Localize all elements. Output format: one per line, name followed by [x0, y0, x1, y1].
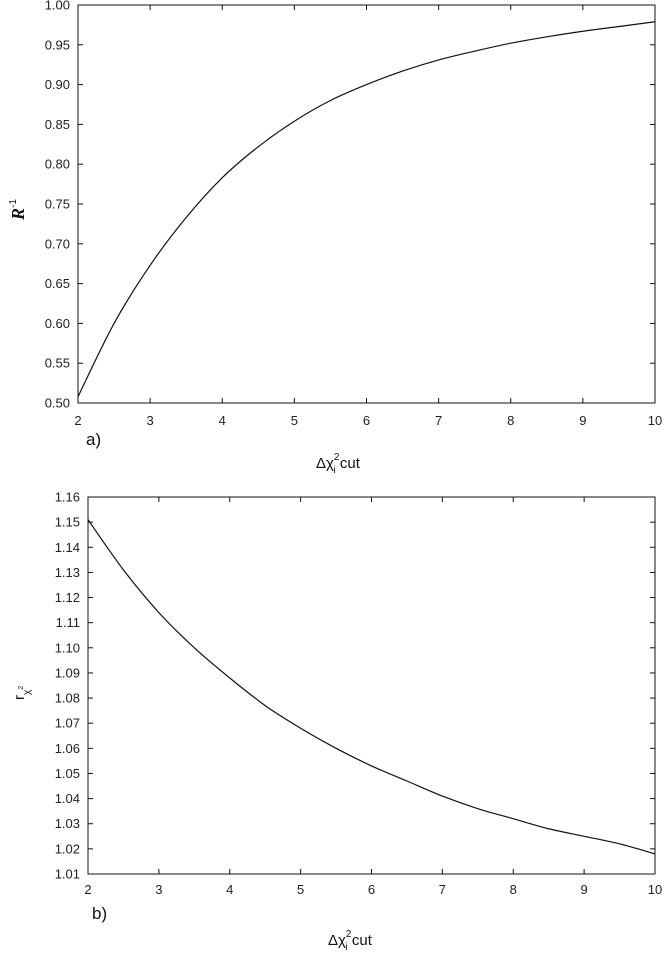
x-tick-label: 5 — [297, 882, 304, 897]
y-axis-label-a: R-1 — [8, 199, 28, 221]
x-tick-label: 2 — [74, 413, 81, 428]
x-tick-label: 5 — [291, 413, 298, 428]
y-tick-label: 0.50 — [45, 396, 70, 411]
y-tick-label: 0.55 — [45, 356, 70, 371]
x-tick-label: 8 — [510, 882, 517, 897]
y-tick-label: 0.70 — [45, 236, 70, 251]
x-axis-label-a: Δχ2 i cut — [316, 452, 361, 476]
panel-b: 1.01 1.02 1.03 1.04 1.05 1.06 1.07 1.08 1.09 1.10… — [11, 490, 662, 954]
y-tick-label: 1.07 — [55, 716, 80, 731]
x-tick-label: 9 — [579, 413, 586, 428]
x-ticks-a: 2 3 4 5 6 7 8 9 10 — [74, 5, 662, 428]
x-tick-label: 3 — [147, 413, 154, 428]
y-tick-label: 1.09 — [55, 665, 80, 680]
panel-label-b: b) — [92, 904, 107, 923]
y-tick-label: 1.04 — [55, 791, 80, 806]
y-tick-label: 1.12 — [55, 590, 80, 605]
y-tick-label: 0.80 — [45, 157, 70, 172]
y-tick-label: 0.85 — [45, 117, 70, 132]
y-tick-label: 1.03 — [55, 816, 80, 831]
x-tick-label: 6 — [368, 882, 375, 897]
y-axis-label-b: rχ2 — [11, 686, 33, 700]
x-axis-label-b: Δχ2 i cut — [328, 929, 373, 953]
y-tick-label: 0.65 — [45, 276, 70, 291]
x-ticks-b: 2 3 4 5 6 7 8 9 10 — [84, 497, 662, 897]
x-tick-label: 7 — [435, 413, 442, 428]
y-tick-label: 1.11 — [56, 615, 80, 630]
x-tick-label: 7 — [439, 882, 446, 897]
y-ticks-b: 1.01 1.02 1.03 1.04 1.05 1.06 1.07 1.08 1.09 1.10… — [55, 490, 655, 882]
y-tick-label: 1.15 — [55, 515, 80, 530]
x-tick-label: 2 — [84, 882, 91, 897]
y-tick-label: 0.75 — [45, 197, 70, 212]
series-line-b — [87, 519, 656, 855]
y-tick-label: 1.00 — [45, 0, 70, 13]
y-tick-label: 0.60 — [45, 316, 70, 331]
series-line-a — [77, 21, 656, 397]
x-tick-label: 8 — [507, 413, 514, 428]
y-ticks-a: 0.50 0.55 0.60 0.65 0.70 0.75 0.80 0.85 0.90 0.95… — [45, 0, 655, 411]
x-tick-label: 9 — [581, 882, 588, 897]
y-tick-label: 1.01 — [55, 867, 80, 882]
x-tick-label: 6 — [363, 413, 370, 428]
x-tick-label: 4 — [226, 882, 233, 897]
y-tick-label: 1.13 — [55, 565, 80, 580]
x-tick-label: 10 — [648, 882, 662, 897]
y-tick-label: 0.95 — [45, 37, 70, 52]
plot-frame-b — [87, 496, 656, 875]
y-tick-label: 0.90 — [45, 77, 70, 92]
y-tick-label: 1.10 — [55, 640, 80, 655]
y-tick-label: 1.16 — [55, 490, 80, 505]
plot-frame-a — [77, 4, 656, 404]
x-tick-label: 10 — [648, 413, 662, 428]
panel-a: 0.50 0.55 0.60 0.65 0.70 0.75 0.80 0.85 0.90 0.95… — [8, 0, 662, 476]
x-tick-label: 4 — [219, 413, 226, 428]
x-tick-label: 3 — [155, 882, 162, 897]
y-tick-label: 1.14 — [55, 540, 80, 555]
y-tick-label: 1.02 — [55, 841, 80, 856]
y-tick-label: 1.06 — [55, 741, 80, 756]
panel-label-a: a) — [86, 430, 101, 449]
y-tick-label: 1.05 — [55, 766, 80, 781]
y-tick-label: 1.08 — [55, 691, 80, 706]
